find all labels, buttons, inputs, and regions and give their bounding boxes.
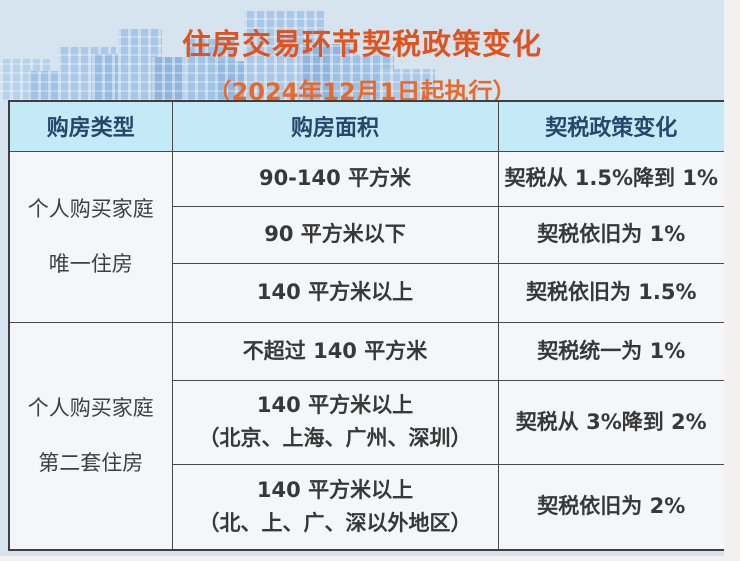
column-header-policy-change: 契税政策变化 bbox=[497, 100, 724, 152]
table-row: 个人购买家庭 第二套住房 不超过 140 平方米 契税统一为 1% bbox=[8, 321, 724, 551]
policy-cell: 契税依旧为 1.5% bbox=[497, 262, 724, 323]
column-header-purchase-type: 购房类型 bbox=[8, 100, 173, 152]
table-header-row: 购房类型 购房面积 契税政策变化 bbox=[8, 100, 724, 152]
area-cell: 140 平方米以上 （北京、上海、广州、深圳） bbox=[171, 379, 499, 465]
policy-cell: 契税依旧为 1% bbox=[497, 205, 724, 264]
policy-cell: 契税依旧为 2% bbox=[497, 463, 724, 551]
policy-cell: 契税从 1.5%降到 1% bbox=[497, 150, 724, 207]
policy-cell: 契税统一为 1% bbox=[497, 321, 724, 381]
area-cell: 90 平方米以下 bbox=[171, 205, 499, 264]
header: 住房交易环节契税政策变化 （2024年12月1日起执行） bbox=[0, 0, 724, 107]
table-row: 个人购买家庭 唯一住房 90-140 平方米 契税从 1.5%降到 1% bbox=[8, 150, 724, 323]
table-row: 140 平方米以上 （北、上、广、深以外地区） 契税依旧为 2% bbox=[9, 463, 724, 551]
infographic-canvas: 住房交易环节契税政策变化 （2024年12月1日起执行） 购房类型 购房面积 契… bbox=[0, 0, 724, 556]
table-row: 140 平方米以上 契税依旧为 1.5% bbox=[9, 262, 724, 323]
row-group-label-second-home: 个人购买家庭 第二套住房 bbox=[8, 321, 173, 551]
area-cell: 不超过 140 平方米 bbox=[171, 321, 499, 381]
area-cell: 140 平方米以上 （北、上、广、深以外地区） bbox=[171, 463, 499, 551]
city-skyline-illustration bbox=[0, 0, 460, 101]
column-header-purchase-area: 购房面积 bbox=[171, 100, 499, 152]
row-group-label-only-home: 个人购买家庭 唯一住房 bbox=[8, 150, 173, 323]
area-cell: 90-140 平方米 bbox=[171, 150, 499, 207]
page-title: 住房交易环节契税政策变化 bbox=[181, 27, 542, 61]
table-row: 90 平方米以下 契税依旧为 1% bbox=[9, 205, 724, 264]
table-row: 140 平方米以上 （北京、上海、广州、深圳） 契税从 3%降到 2% bbox=[9, 379, 724, 465]
deed-tax-policy-table: 购房类型 购房面积 契税政策变化 个人购买家庭 唯一住房 90-140 平方米 … bbox=[8, 100, 724, 551]
area-cell: 140 平方米以上 bbox=[171, 262, 499, 323]
building-icon bbox=[380, 69, 435, 101]
policy-cell: 契税从 3%降到 2% bbox=[497, 379, 724, 465]
